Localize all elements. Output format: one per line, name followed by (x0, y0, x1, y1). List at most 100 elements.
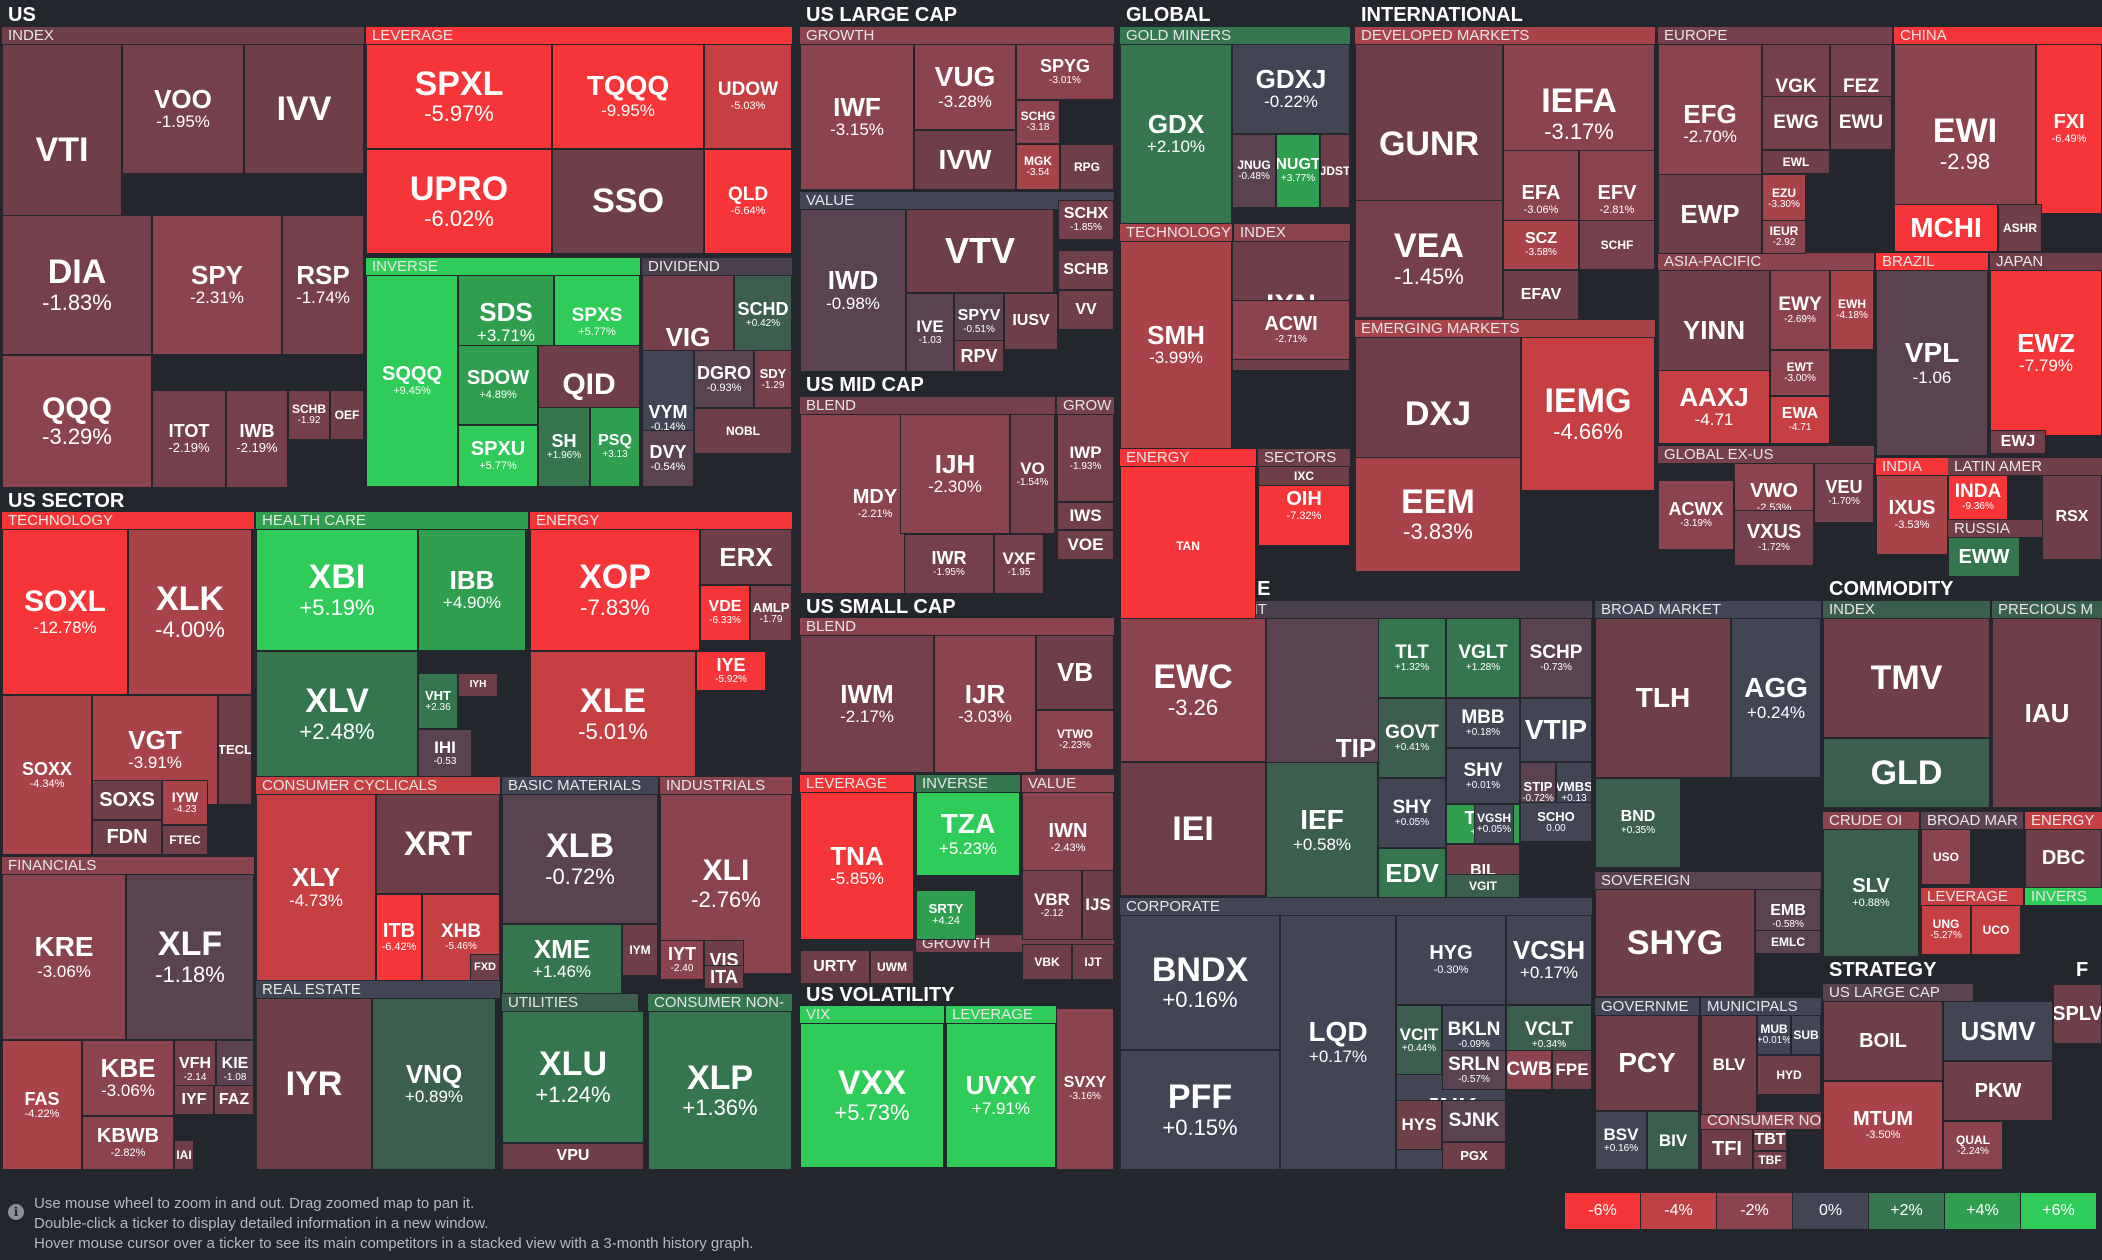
ticker-tile[interactable]: FDN (92, 820, 162, 855)
ticker-tile[interactable]: BSV +0.16% (1595, 1111, 1647, 1170)
ticker-tile[interactable]: CWB (1506, 1050, 1552, 1090)
ticker-tile[interactable]: XBI +5.19% (256, 529, 418, 651)
ticker-tile[interactable]: BLV (1701, 1015, 1757, 1115)
ticker-tile[interactable]: HYD (1757, 1055, 1821, 1095)
ticker-tile[interactable]: EWY -2.69% (1770, 270, 1830, 350)
ticker-tile[interactable]: VV (1058, 290, 1114, 330)
ticker-tile[interactable]: VPL -1.06 (1876, 270, 1988, 456)
ticker-tile[interactable]: SH +1.96% (538, 407, 590, 487)
ticker-tile[interactable]: FXD (470, 954, 500, 981)
ticker-tile[interactable]: VBR -2.12 (1022, 870, 1082, 940)
ticker-tile[interactable]: VDE -6.33% (700, 585, 750, 641)
ticker-tile[interactable]: SCHF (1579, 220, 1655, 270)
ticker-tile[interactable]: SUB (1791, 1015, 1821, 1055)
ticker-tile[interactable]: XLB -0.72% (502, 794, 658, 924)
ticker-tile[interactable]: VGSH +0.05% (1474, 804, 1514, 844)
ticker-tile[interactable]: VUG -3.28% (914, 44, 1016, 130)
ticker-tile[interactable]: SPY -2.31% (152, 215, 282, 355)
ticker-tile[interactable]: IJS (1082, 870, 1114, 940)
ticker-tile[interactable]: ACWX -3.19% (1658, 480, 1734, 550)
ticker-tile[interactable]: IVV (244, 44, 364, 174)
ticker-tile[interactable]: AGG +0.24% (1731, 618, 1821, 778)
ticker-tile[interactable]: XHB -5.46% (422, 894, 500, 981)
ticker-tile[interactable]: VEU -1.70% (1814, 463, 1874, 523)
ticker-tile[interactable]: VOE (1057, 530, 1114, 560)
ticker-tile[interactable]: HYG -0.30% (1396, 915, 1506, 1005)
ticker-tile[interactable]: IHI -0.53 (418, 729, 472, 777)
ticker-tile[interactable]: SQQQ +9.45% (366, 275, 458, 487)
ticker-tile[interactable]: XLK -4.00% (128, 529, 252, 695)
ticker-tile[interactable]: XLU +1.24% (502, 1011, 644, 1143)
ticker-tile[interactable]: VNQ +0.89% (372, 998, 496, 1170)
ticker-tile[interactable]: NOBL (694, 408, 792, 454)
ticker-tile[interactable]: SPXL -5.97% (366, 44, 552, 149)
ticker-tile[interactable]: IWB -2.19% (226, 390, 288, 488)
ticker-tile[interactable]: OEF (330, 390, 364, 440)
ticker-tile[interactable]: FXI -6.49% (2036, 44, 2102, 214)
ticker-tile[interactable]: EEM -3.83% (1355, 457, 1521, 572)
ticker-tile[interactable]: SCHX -1.85% (1058, 200, 1114, 240)
ticker-tile[interactable]: VBK (1022, 944, 1072, 980)
ticker-tile[interactable]: XLY -4.73% (256, 794, 376, 981)
ticker-tile[interactable]: DVY -0.54% (642, 430, 694, 487)
ticker-tile[interactable]: SRLN -0.57% (1442, 1050, 1506, 1090)
ticker-tile[interactable]: DGRO -0.93% (694, 350, 754, 408)
ticker-tile[interactable]: USO (1921, 829, 1971, 885)
ticker-tile[interactable]: IJR -3.03% (934, 635, 1036, 773)
ticker-tile[interactable]: VXF -1.95 (994, 534, 1044, 594)
ticker-tile[interactable]: IUSV (1004, 293, 1058, 350)
ticker-tile[interactable]: SSO (552, 149, 704, 254)
ticker-tile[interactable]: IWF -3.15% (800, 44, 914, 190)
ticker-tile[interactable]: EWC -3.26 (1120, 618, 1266, 762)
ticker-tile[interactable]: VB (1036, 635, 1114, 710)
ticker-tile[interactable]: UDOW -5.03% (704, 44, 792, 149)
ticker-tile[interactable]: EWW (1948, 537, 2020, 577)
ticker-tile[interactable]: SRTY +4.24 (916, 890, 976, 940)
ticker-tile[interactable]: TZA +5.23% (916, 792, 1020, 876)
ticker-tile[interactable]: EWJ (1990, 430, 2046, 454)
ticker-tile[interactable]: RSP -1.74% (282, 215, 364, 355)
ticker-tile[interactable]: BIV (1647, 1111, 1699, 1170)
ticker-tile[interactable]: VO -1.54% (1010, 414, 1055, 534)
ticker-tile[interactable]: IWS (1057, 502, 1114, 530)
ticker-tile[interactable]: EDV (1378, 848, 1446, 898)
ticker-tile[interactable]: USMV (1943, 1001, 2053, 1061)
ticker-tile[interactable]: SHV +0.01% (1446, 748, 1520, 804)
ticker-tile[interactable]: SDY -1.29 (754, 350, 792, 408)
ticker-tile[interactable]: SCHO 0.00 (1520, 802, 1592, 842)
ticker-tile[interactable]: BOIL (1823, 1001, 1943, 1081)
ticker-tile[interactable]: IYT -2.40 (660, 940, 704, 980)
ticker-tile[interactable]: XOP -7.83% (530, 529, 700, 651)
ticker-tile[interactable]: AAXJ -4.71 (1658, 370, 1770, 444)
ticker-tile[interactable]: EFAV (1503, 270, 1579, 320)
ticker-tile[interactable]: ASHR (1998, 204, 2042, 252)
ticker-tile[interactable]: XLV +2.48% (256, 651, 418, 777)
ticker-tile[interactable]: IVW (914, 130, 1016, 190)
ticker-tile[interactable]: FAS -4.22% (2, 1040, 82, 1170)
ticker-tile[interactable]: MTUM -3.50% (1823, 1081, 1943, 1170)
ticker-tile[interactable]: XLE -5.01% (530, 651, 696, 777)
ticker-tile[interactable]: GOVT +0.41% (1378, 698, 1446, 778)
ticker-tile[interactable]: PFF +0.15% (1120, 1050, 1280, 1170)
ticker-tile[interactable]: PSQ +3.13 (590, 407, 640, 487)
ticker-tile[interactable]: EWA -4.71 (1770, 396, 1830, 444)
ticker-tile[interactable]: VGLT +1.28% (1446, 618, 1520, 698)
ticker-tile[interactable]: ITB -6.42% (376, 894, 422, 981)
ticker-tile[interactable]: URTY (800, 950, 870, 984)
ticker-tile[interactable]: EZU -3.30% (1762, 174, 1806, 224)
ticker-tile[interactable]: TECL (218, 695, 252, 805)
ticker-tile[interactable]: EWP (1658, 174, 1762, 254)
ticker-tile[interactable]: UVXY +7.91% (946, 1023, 1056, 1168)
ticker-tile[interactable]: SLV +0.88% (1823, 829, 1919, 957)
ticker-tile[interactable]: SHYG (1595, 889, 1755, 997)
ticker-tile[interactable]: XLP +1.36% (648, 1011, 792, 1170)
ticker-tile[interactable]: PKW (1943, 1061, 2053, 1121)
ticker-tile[interactable]: SOXL -12.78% (2, 529, 128, 695)
ticker-tile[interactable]: SVXY -3.16% (1056, 1008, 1114, 1170)
ticker-tile[interactable]: SCHB (1058, 250, 1114, 290)
ticker-tile[interactable]: SJNK (1442, 1100, 1506, 1142)
ticker-tile[interactable]: VOO -1.95% (122, 44, 244, 174)
ticker-tile[interactable]: IJT (1072, 944, 1114, 980)
ticker-tile[interactable]: FTEC (162, 825, 208, 855)
ticker-tile[interactable]: VXX +5.73% (800, 1023, 944, 1168)
